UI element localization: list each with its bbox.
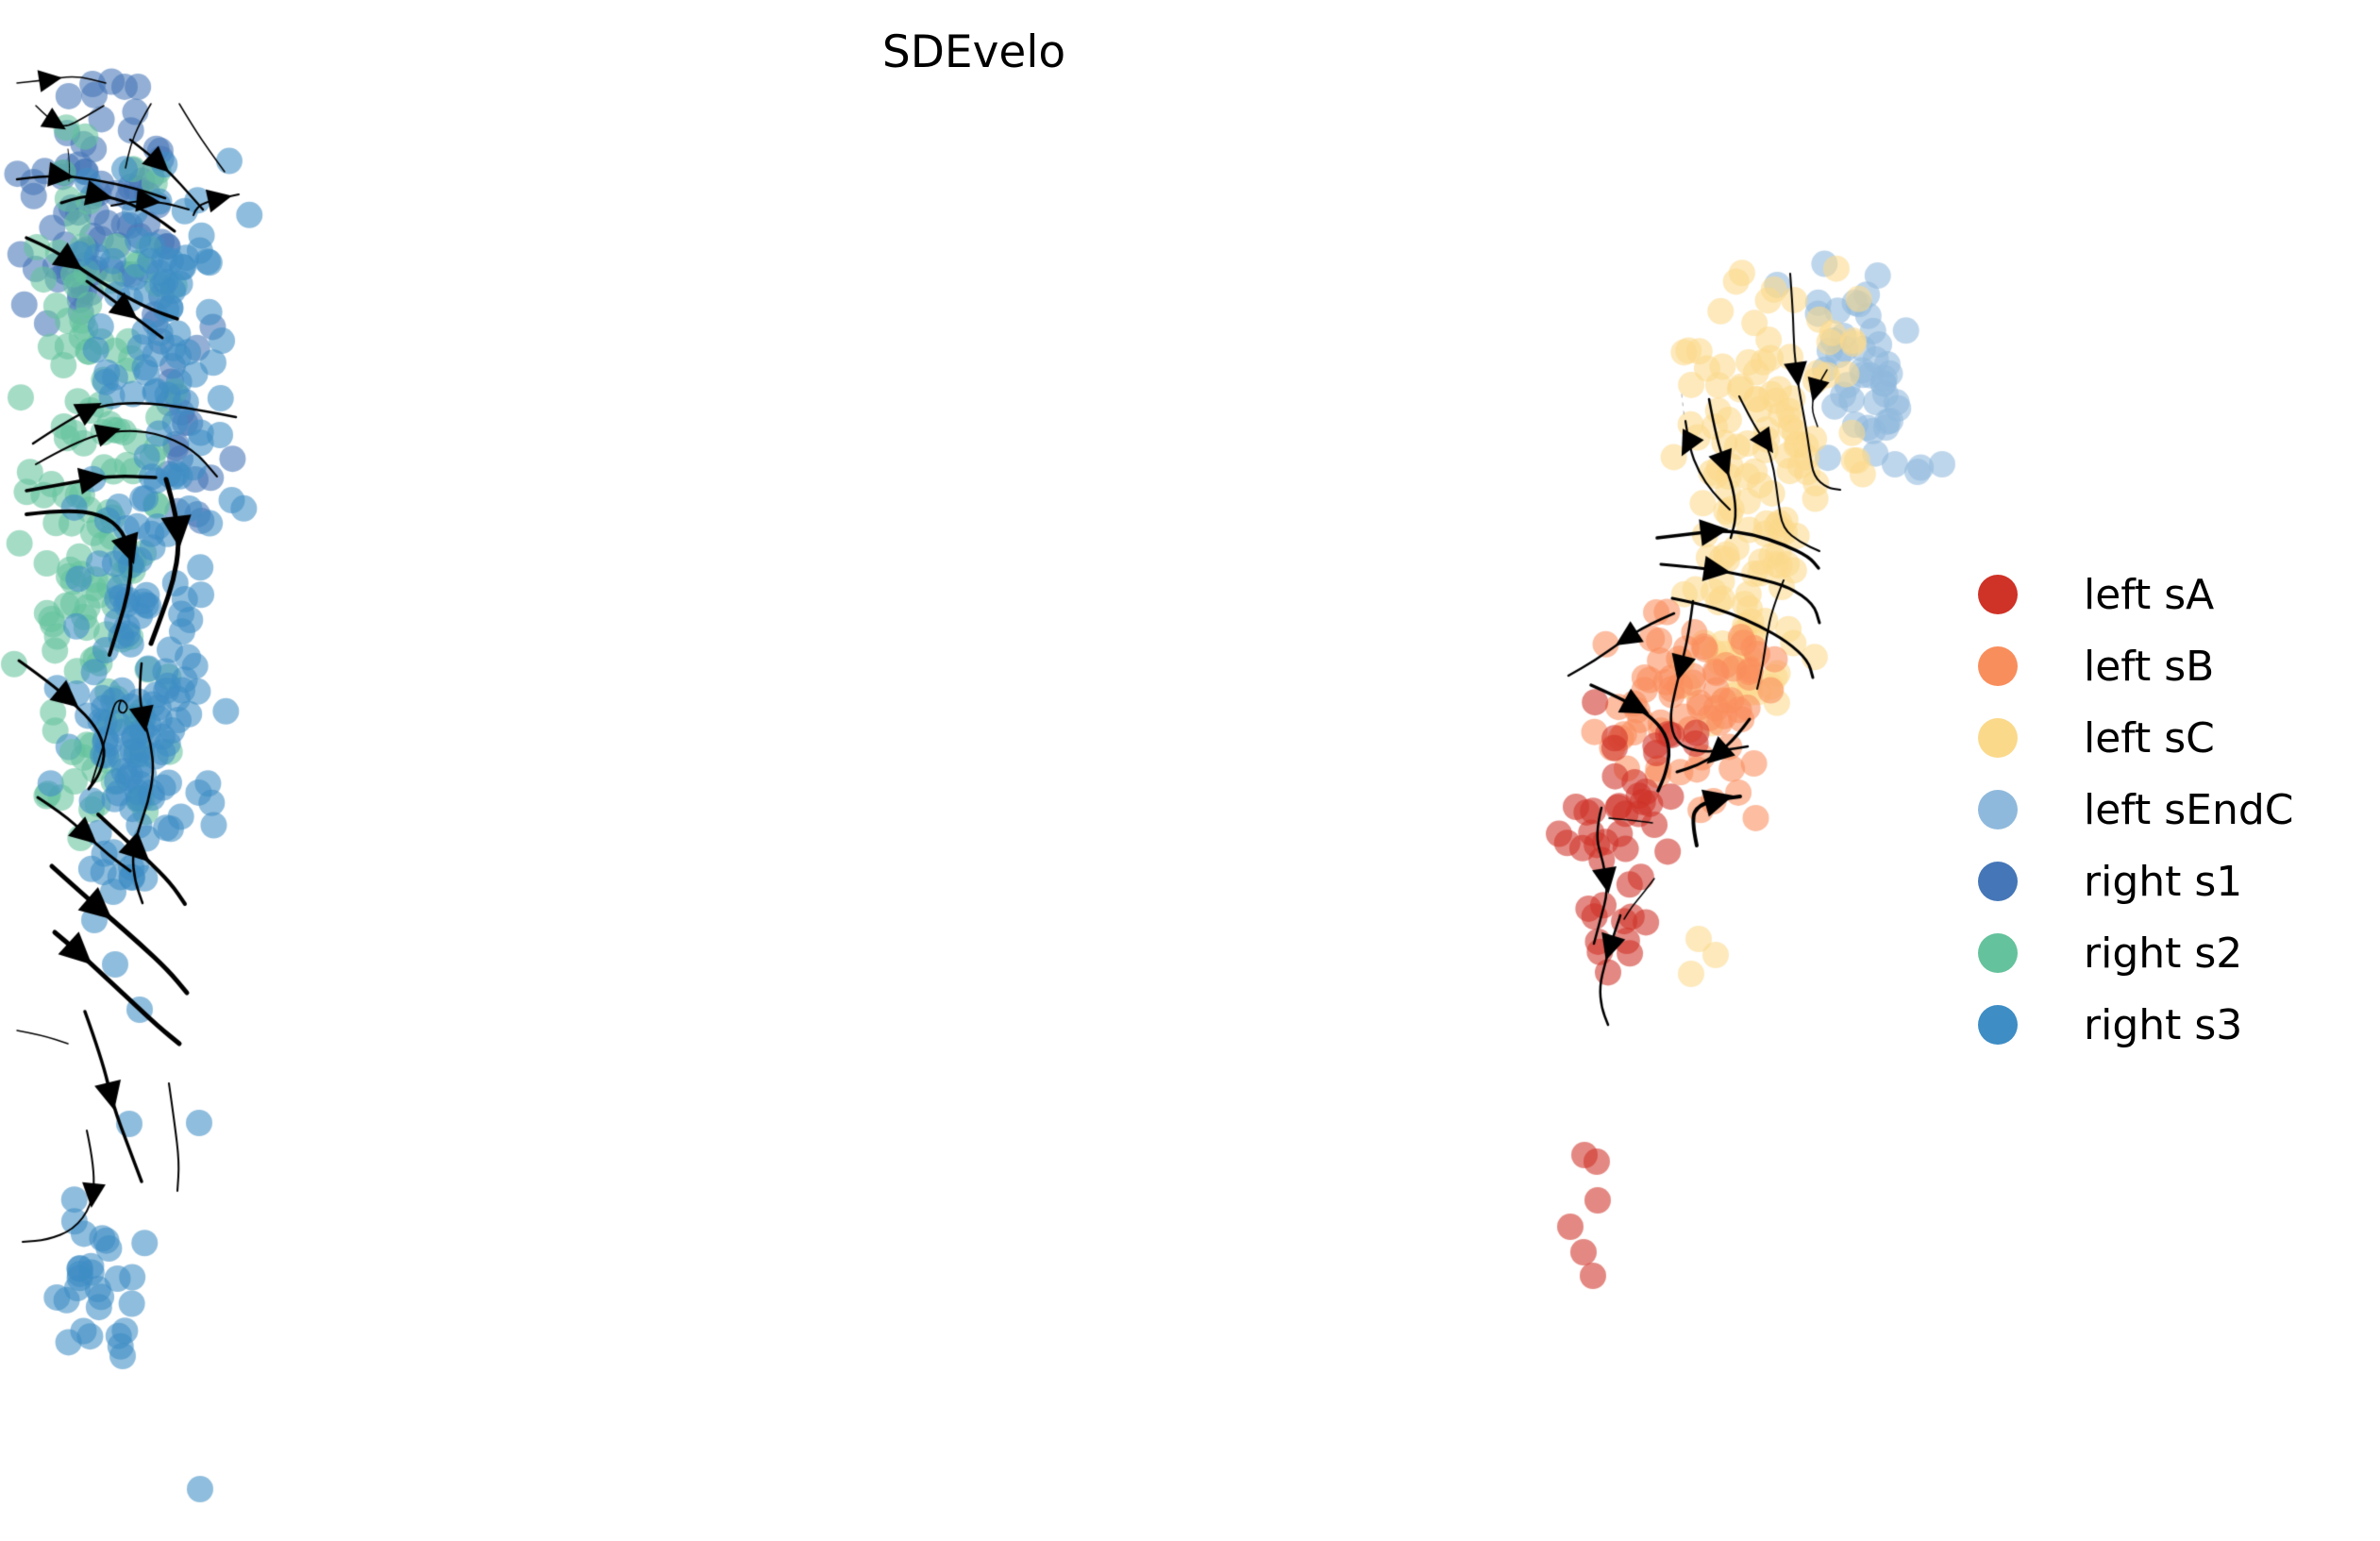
legend-marker-icon (1978, 862, 2018, 901)
legend-item: left sEndC (1978, 774, 2294, 846)
legend-item: right s3 (1978, 989, 2294, 1061)
legend-label: left sEndC (2084, 785, 2294, 834)
legend-marker-icon (1978, 790, 2018, 829)
legend-marker-icon (1978, 575, 2018, 614)
legend-marker-icon (1978, 1005, 2018, 1045)
legend: left sA left sB left sC left sEndC right s1 r… (1978, 559, 2294, 1061)
legend-label: right s3 (2084, 1000, 2243, 1049)
legend-marker-icon (1978, 646, 2018, 686)
legend-label: left sC (2084, 713, 2215, 762)
legend-item: right s2 (1978, 917, 2294, 989)
legend-label: left sA (2084, 570, 2215, 619)
legend-item: left sC (1978, 702, 2294, 774)
legend-marker-icon (1978, 933, 2018, 973)
legend-label: right s2 (2084, 929, 2243, 978)
legend-marker-icon (1978, 718, 2018, 758)
legend-item: right s1 (1978, 846, 2294, 917)
legend-label: right s1 (2084, 857, 2243, 906)
chart-title: SDEvelo (881, 26, 1066, 78)
legend-label: left sB (2084, 642, 2215, 691)
legend-item: left sB (1978, 630, 2294, 702)
legend-item: left sA (1978, 559, 2294, 630)
